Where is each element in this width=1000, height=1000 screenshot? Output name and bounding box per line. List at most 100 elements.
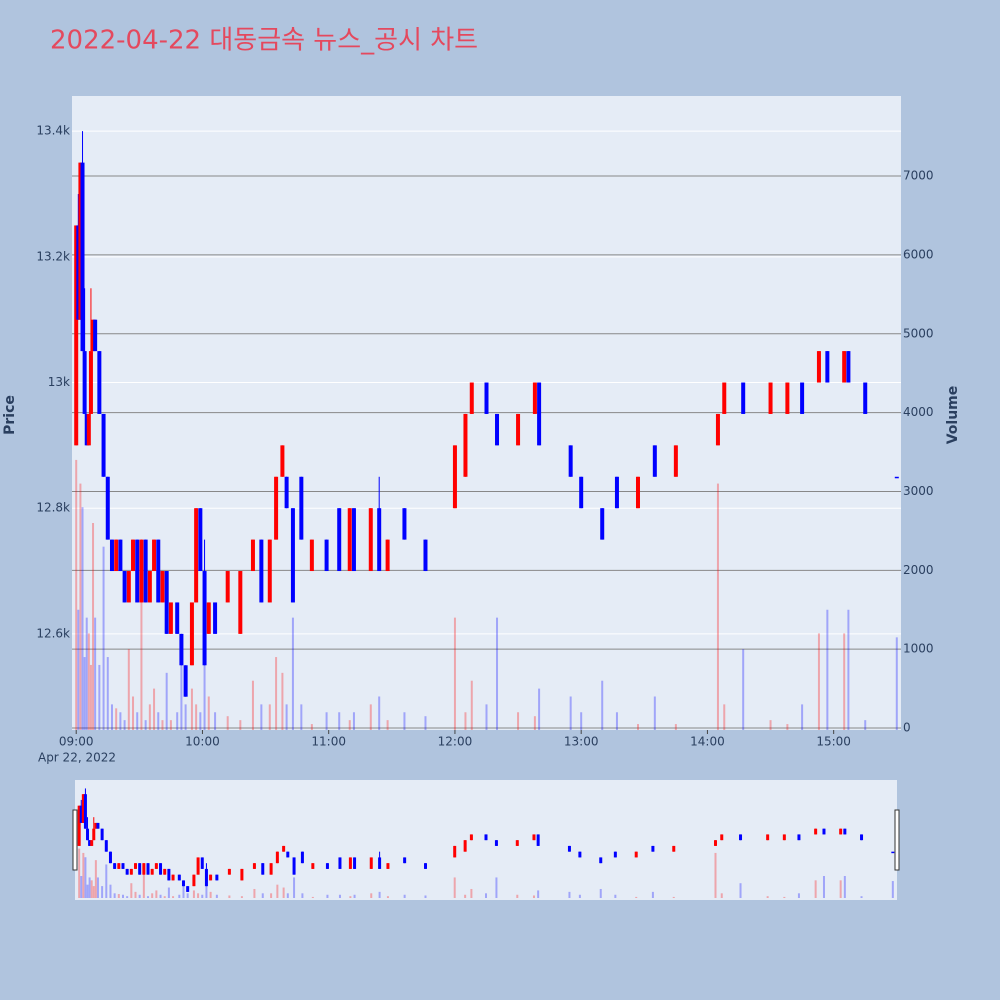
slider-candle-volume — [614, 894, 617, 898]
candle-volume — [352, 712, 355, 730]
slider-candle-body — [96, 822, 100, 829]
candle-body — [816, 351, 821, 383]
candle-body — [143, 539, 148, 603]
slider-candle-volume — [516, 894, 519, 898]
slider-candle-body — [159, 863, 163, 875]
y2-tick-label: 3000 — [903, 484, 934, 498]
slider-candle-volume — [142, 872, 145, 898]
candle-body — [175, 602, 180, 634]
candle-body — [105, 476, 110, 540]
candle-body — [452, 445, 457, 509]
candle-body — [139, 539, 144, 603]
candle-volume — [203, 633, 206, 730]
x-tick-label: 09:00 — [59, 735, 94, 749]
candle-body — [673, 445, 678, 477]
candle-body — [516, 413, 521, 446]
slider-candle-volume — [353, 894, 356, 898]
candle-body — [206, 602, 211, 634]
candle-volume — [214, 712, 217, 730]
candle-volume — [161, 720, 164, 730]
candle-body — [846, 351, 851, 383]
candle-volume — [723, 704, 726, 730]
candle-volume — [281, 672, 284, 730]
range-handle[interactable] — [72, 809, 78, 871]
candle-volume — [251, 680, 254, 730]
slider-candle-volume — [201, 894, 204, 898]
slider-candle-body — [469, 834, 473, 841]
slider-candle-volume — [197, 893, 200, 898]
x-tick-label: 12:00 — [438, 735, 473, 749]
x-date-label: Apr 22, 2022 — [38, 751, 116, 765]
slider-candle-body — [200, 857, 204, 869]
candle-volume — [538, 688, 541, 730]
candle-volume — [83, 657, 86, 730]
candle-body — [785, 382, 790, 414]
candle-volume — [864, 720, 867, 730]
slider-candle-volume — [568, 891, 571, 898]
slider-candle-volume — [117, 894, 120, 898]
candle-volume — [119, 712, 122, 730]
candle-body — [842, 351, 847, 383]
slider-candle-body — [177, 874, 181, 881]
candle-volume — [226, 716, 229, 730]
slider-candle-volume — [159, 894, 162, 898]
slider-candle-body — [77, 805, 81, 846]
slider-candle-volume — [891, 881, 894, 898]
slider-candle-body — [100, 828, 104, 841]
candle-volume — [115, 708, 118, 730]
candle-volume — [674, 724, 677, 730]
candle-body — [135, 539, 140, 603]
candle-volume — [94, 617, 97, 730]
slider-candle-volume — [167, 887, 170, 898]
candle-volume — [843, 633, 846, 730]
candle-body — [863, 382, 868, 414]
slider-candle-body — [129, 868, 133, 875]
candle-body — [202, 571, 207, 666]
candle-body — [652, 445, 657, 477]
slider-candle-volume — [532, 895, 535, 898]
candle-body — [299, 476, 304, 540]
slider-candle-body — [403, 857, 407, 864]
slider-candle-body — [567, 845, 571, 852]
slider-candle-body — [90, 840, 94, 846]
slider-candle-body — [634, 851, 638, 858]
slider-candle-body — [797, 834, 801, 841]
y-tick-label: 13k — [48, 375, 70, 389]
candle-volume — [169, 720, 172, 730]
candle-volume — [148, 704, 151, 730]
candle-body — [800, 382, 805, 414]
slider-candle-body — [325, 863, 329, 869]
candle-body — [189, 602, 194, 666]
candle-volume — [742, 649, 745, 730]
y2-axis-title: Volume — [945, 386, 961, 445]
slider-candle-body — [121, 863, 125, 869]
slider-candle-volume — [424, 895, 427, 898]
slider-candle-body — [227, 868, 231, 875]
candle-volume — [496, 617, 499, 730]
candle-volume — [338, 712, 341, 730]
candle-body — [532, 382, 537, 414]
candle-body — [579, 476, 584, 509]
candle-volume — [817, 633, 820, 730]
candle-volume — [176, 712, 179, 730]
x-tick-label: 10:00 — [185, 735, 220, 749]
candle-body — [351, 508, 356, 572]
slider-candle-body — [515, 840, 519, 846]
candle-body — [267, 539, 272, 603]
y2-tick-label: 2000 — [903, 563, 934, 577]
y2-tick-label: 5000 — [903, 326, 934, 340]
candle-body — [225, 571, 230, 603]
y2-tick-label: 7000 — [903, 169, 934, 183]
slider-candle-body — [186, 886, 190, 892]
slider-candle-body — [891, 851, 895, 854]
candle-body — [88, 351, 93, 414]
range-handle[interactable] — [894, 809, 900, 871]
candle-body — [74, 225, 79, 446]
slider-candle-volume — [651, 891, 654, 898]
slider-candle-body — [94, 822, 98, 829]
slider-candle-volume — [578, 894, 581, 898]
slider-candle-volume — [635, 896, 638, 898]
candle-body — [131, 539, 136, 572]
slider-candle-body — [348, 857, 352, 869]
slider-candle-volume — [403, 894, 406, 898]
